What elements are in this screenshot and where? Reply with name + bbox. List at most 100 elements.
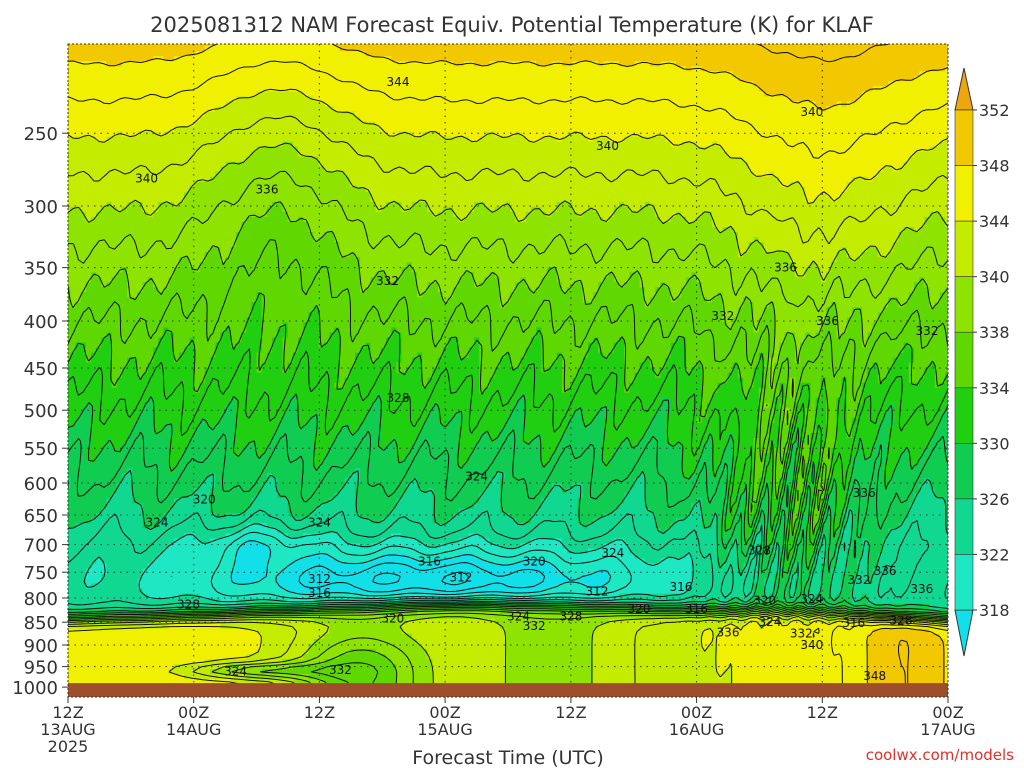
heat-cell (137, 66, 144, 73)
heat-cell (142, 76, 149, 83)
heat-cell (541, 106, 548, 113)
heat-cell (722, 81, 729, 88)
heat-cell (556, 116, 563, 123)
heat-cell (634, 51, 641, 57)
heat-cell (261, 161, 268, 168)
heat-cell (313, 126, 320, 133)
heat-cell (204, 136, 211, 143)
heat-cell (831, 51, 838, 57)
heat-cell (551, 176, 558, 183)
heat-cell (272, 156, 278, 163)
heat-cell (277, 116, 284, 123)
heat-cell (650, 131, 656, 138)
heat-cell (924, 126, 931, 133)
heat-cell (142, 161, 149, 168)
heat-cell (919, 44, 926, 47)
heat-cell (246, 121, 253, 128)
heat-cell (510, 44, 517, 47)
heat-cell (546, 126, 553, 133)
heat-cell (272, 131, 278, 138)
heat-cell (763, 44, 770, 47)
heat-cell (784, 156, 791, 163)
heat-cell (406, 161, 413, 168)
heat-cell (230, 86, 237, 93)
heat-cell (225, 181, 232, 188)
heat-cell (463, 44, 470, 47)
heat-cell (593, 161, 599, 168)
heat-cell (458, 96, 465, 103)
heat-cell (241, 136, 247, 143)
heat-cell (608, 136, 615, 143)
heat-cell (530, 121, 537, 128)
heat-cell (178, 181, 185, 188)
heat-cell (577, 44, 584, 47)
heat-cell (779, 61, 786, 67)
heat-cell (122, 86, 128, 93)
heat-cell (313, 171, 320, 178)
heat-cell (282, 116, 289, 123)
heat-cell (178, 126, 185, 133)
heat-cell (908, 126, 915, 133)
heat-cell (437, 76, 444, 83)
heat-cell (712, 141, 718, 148)
heat-cell (572, 101, 579, 108)
heat-cell (427, 161, 434, 168)
heat-cell (650, 56, 656, 62)
heat-cell (401, 146, 408, 153)
heat-cell (484, 96, 491, 103)
heat-cell (624, 146, 630, 153)
heat-cell (453, 86, 460, 93)
heat-cell (686, 61, 693, 67)
heat-cell (660, 81, 667, 88)
heat-cell (836, 91, 843, 98)
heat-cell (354, 131, 361, 138)
heat-cell (246, 176, 253, 183)
heat-cell (536, 171, 542, 178)
heat-cell (919, 156, 926, 163)
heat-cell (474, 71, 480, 78)
heat-cell (717, 181, 724, 188)
heat-cell (184, 61, 190, 67)
heat-cell (810, 61, 817, 67)
heat-cell (453, 81, 460, 88)
heat-cell (515, 146, 522, 153)
heat-cell (934, 131, 941, 138)
heat-cell (831, 176, 838, 183)
heat-cell (210, 56, 216, 62)
heat-cell (106, 86, 113, 93)
heat-cell (360, 181, 366, 188)
heat-cell (68, 106, 71, 113)
heat-cell (696, 91, 703, 98)
heat-cell (567, 111, 574, 118)
heat-cell (722, 121, 729, 128)
heat-cell (551, 76, 558, 83)
heat-cell (199, 141, 206, 148)
heat-cell (758, 81, 765, 88)
heat-cell (717, 116, 724, 123)
heat-cell (893, 86, 900, 93)
heat-cell (246, 166, 253, 173)
heat-cell (453, 111, 460, 118)
heat-cell (210, 86, 216, 93)
heat-cell (774, 91, 781, 98)
heat-cell (318, 151, 325, 158)
heat-cell (256, 116, 263, 123)
heat-cell (701, 156, 708, 163)
heat-cell (551, 166, 558, 173)
heat-cell (184, 181, 190, 188)
heat-cell (732, 106, 739, 113)
heat-cell (541, 44, 548, 47)
heat-cell (391, 91, 398, 98)
heat-cell (914, 91, 920, 98)
heat-cell (116, 116, 123, 123)
heat-cell (422, 91, 429, 98)
heat-cell (763, 181, 770, 188)
heat-cell (334, 66, 341, 73)
heat-cell (758, 161, 765, 168)
heat-cell (427, 76, 434, 83)
heat-cell (163, 81, 170, 88)
heat-cell (116, 136, 123, 143)
heat-cell (189, 166, 196, 173)
heat-cell (748, 171, 755, 178)
heat-cell (360, 146, 366, 153)
